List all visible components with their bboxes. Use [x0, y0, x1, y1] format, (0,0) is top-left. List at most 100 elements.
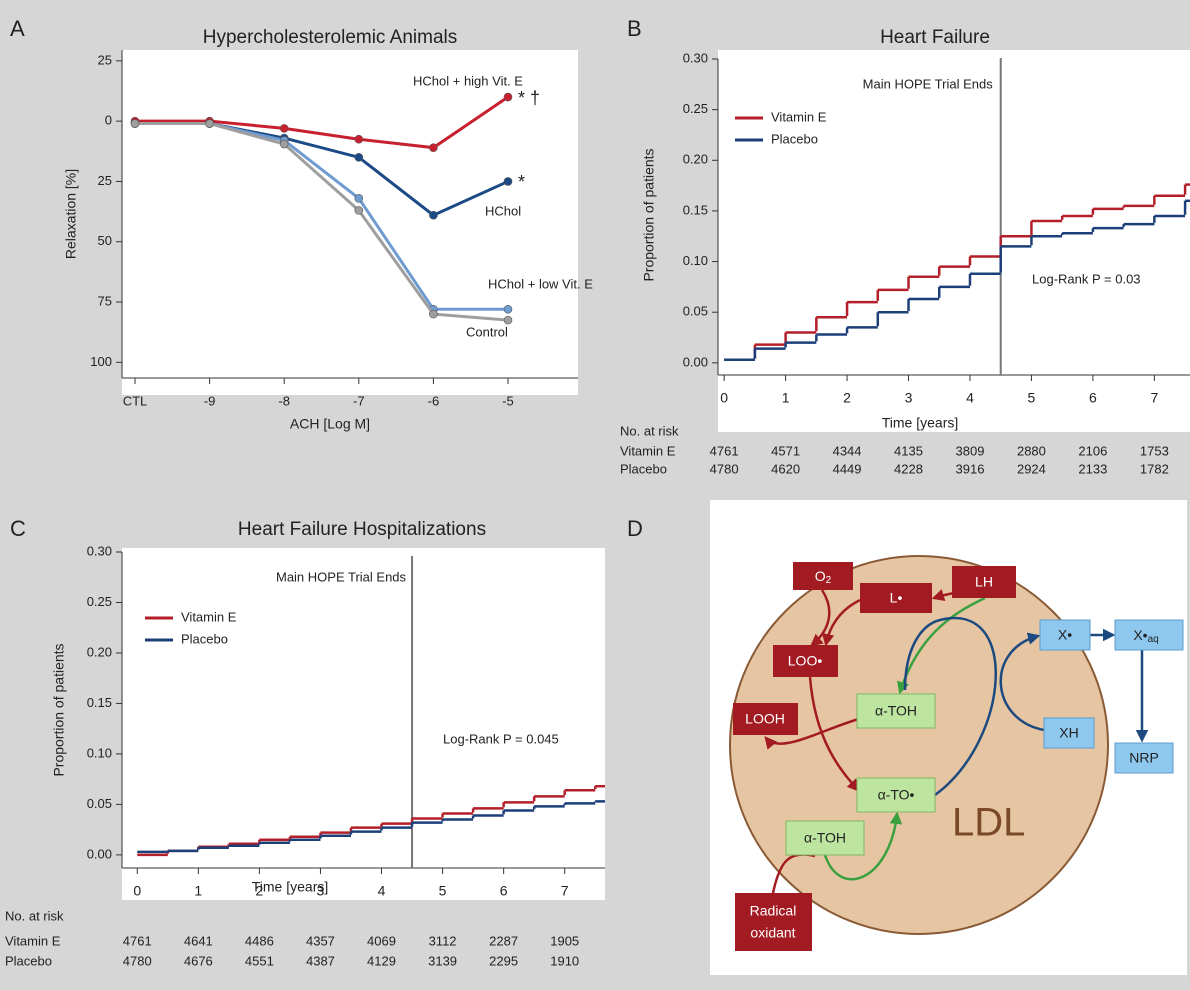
point	[504, 316, 512, 324]
note: * †	[518, 88, 540, 108]
node-label: LOO•	[788, 653, 823, 669]
y-axis-label: Proportion of patients	[51, 643, 67, 776]
risk-value: 3916	[956, 461, 985, 476]
point	[429, 211, 437, 219]
series-label: HChol + low Vit. E	[488, 276, 593, 291]
risk-value: 4761	[123, 933, 152, 948]
x-tick-label: 0	[133, 883, 141, 899]
risk-value: 2287	[489, 933, 518, 948]
node-label: α-TO•	[878, 787, 915, 803]
annotation: Log-Rank P = 0.045	[443, 731, 559, 746]
x-tick-label: 3	[317, 883, 325, 899]
node-subscript: 2	[826, 575, 832, 586]
node	[735, 893, 812, 951]
region-label: LDL	[952, 801, 1025, 845]
x-tick-label: 2	[255, 883, 263, 899]
x-tick-label: -5	[502, 393, 514, 408]
point	[355, 135, 363, 143]
reference-label: Main HOPE Trial Ends	[863, 76, 994, 91]
x-tick-label: 2	[843, 390, 851, 406]
x-tick-label: 0	[720, 390, 728, 406]
risk-value: 4780	[710, 461, 739, 476]
risk-value: 4551	[245, 953, 274, 968]
point	[131, 120, 139, 128]
y-tick-label: 25	[98, 52, 112, 67]
risk-value: 2133	[1078, 461, 1107, 476]
point	[429, 144, 437, 152]
node-label: LH	[975, 574, 993, 590]
diagram: D LDL O2 L• LH LOO• LOOH α-TOH α-TO• α-T…	[627, 500, 1187, 975]
x-tick-label: 1	[782, 390, 790, 406]
node-label: L•	[890, 590, 903, 606]
risk-value: 4344	[833, 443, 862, 458]
node-label: Radical	[750, 903, 797, 919]
panel-label: A	[10, 16, 25, 41]
point	[280, 124, 288, 132]
risk-value: 4780	[123, 953, 152, 968]
y-tick-label: 0.05	[87, 796, 112, 811]
series-label: HChol	[485, 203, 521, 218]
x-tick-label: -6	[428, 393, 440, 408]
risk-row-name: Placebo	[5, 953, 52, 968]
risk-title: No. at risk	[620, 423, 679, 438]
x-tick-label: 5	[439, 883, 447, 899]
y-tick-label: 0.20	[87, 644, 112, 659]
plot-bg	[122, 50, 578, 395]
risk-value: 4571	[771, 443, 800, 458]
x-tick-label: 6	[500, 883, 508, 899]
point	[206, 120, 214, 128]
plot-bg	[122, 548, 605, 900]
node-label: oxidant	[750, 925, 795, 941]
node-label: X•	[1058, 627, 1072, 643]
risk-value: 3809	[956, 443, 985, 458]
node-text: O	[815, 568, 826, 584]
node-label: NRP	[1129, 750, 1159, 766]
risk-value: 4228	[894, 461, 923, 476]
y-tick-label: 0.30	[87, 543, 112, 558]
series-label: Control	[466, 324, 508, 339]
series-label: HChol + high Vit. E	[413, 73, 523, 88]
risk-value: 1910	[550, 953, 579, 968]
risk-value: 1782	[1140, 461, 1169, 476]
x-axis-label: Time [years]	[882, 415, 959, 431]
point	[504, 93, 512, 101]
y-tick-label: 0.25	[87, 594, 112, 609]
risk-value: 4761	[710, 443, 739, 458]
node-subscript: aq	[1148, 634, 1159, 645]
y-tick-label: 25	[98, 173, 112, 188]
chart-title: Hypercholesterolemic Animals	[203, 27, 458, 48]
figure: AHypercholesterolemic AnimalsRelaxation …	[0, 0, 1190, 990]
node-label: α-TOH	[875, 703, 917, 719]
legend-label: Vitamin E	[181, 609, 237, 624]
legend-label: Vitamin E	[771, 109, 827, 124]
y-tick-label: 0.30	[683, 50, 708, 65]
panel-label: D	[627, 516, 643, 541]
risk-value: 4676	[184, 953, 213, 968]
x-tick-label: 7	[1150, 390, 1158, 406]
risk-value: 4641	[184, 933, 213, 948]
x-tick-label: 4	[966, 390, 974, 406]
x-tick-label: 3	[905, 390, 913, 406]
y-tick-label: 50	[98, 233, 112, 248]
panel-label: B	[627, 16, 642, 41]
x-axis-label: ACH [Log M]	[290, 416, 370, 432]
y-tick-label: 0.00	[683, 354, 708, 369]
node-label: α-TOH	[804, 830, 846, 846]
x-tick-label: 7	[561, 883, 569, 899]
x-tick-label: -9	[204, 393, 216, 408]
y-tick-label: 0.05	[683, 304, 708, 319]
point	[504, 305, 512, 313]
risk-value: 4129	[367, 953, 396, 968]
node-label: XH	[1059, 725, 1078, 741]
risk-value: 1905	[550, 933, 579, 948]
risk-value: 2880	[1017, 443, 1046, 458]
y-tick-label: 0.15	[87, 695, 112, 710]
y-tick-label: 0.25	[683, 101, 708, 116]
point	[429, 310, 437, 318]
risk-value: 2295	[489, 953, 518, 968]
x-tick-label: -8	[278, 393, 290, 408]
x-tick-label: -7	[353, 393, 365, 408]
risk-row-name: Vitamin E	[620, 443, 676, 458]
x-tick-label: 6	[1089, 390, 1097, 406]
reference-label: Main HOPE Trial Ends	[276, 569, 407, 584]
